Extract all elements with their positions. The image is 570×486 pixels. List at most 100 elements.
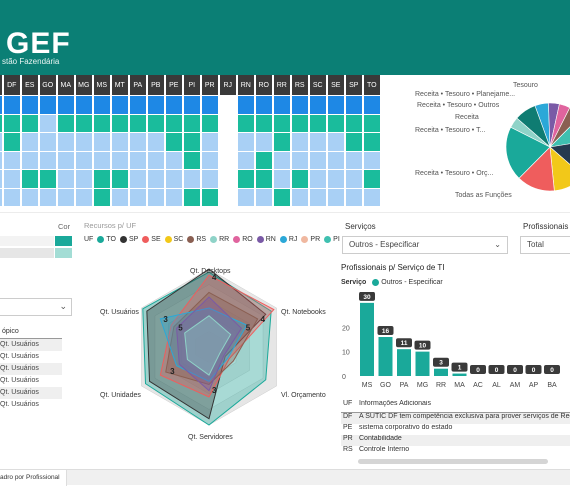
heatmap-cell[interactable] <box>57 188 74 206</box>
heatmap-cell[interactable] <box>57 133 74 151</box>
uf-header-cell[interactable]: DF <box>3 75 20 95</box>
radar-series[interactable] <box>142 271 272 426</box>
heatmap-cell[interactable] <box>327 96 344 114</box>
uf-header-cell[interactable]: RJ <box>219 75 236 95</box>
heatmap-cell[interactable] <box>291 188 308 206</box>
heatmap-cell[interactable] <box>21 188 38 206</box>
bar[interactable] <box>378 337 393 376</box>
heatmap-cell[interactable] <box>75 188 92 206</box>
heatmap-cell[interactable] <box>273 96 290 114</box>
heatmap-cell[interactable] <box>129 170 146 188</box>
heatmap-cell[interactable] <box>183 188 200 206</box>
heatmap-cell[interactable] <box>183 96 200 114</box>
heatmap-cell[interactable] <box>237 133 254 151</box>
uf-header-cell[interactable]: TO <box>363 75 380 95</box>
heatmap-cell[interactable] <box>309 188 326 206</box>
pie-slice[interactable] <box>505 126 551 179</box>
heatmap-cell[interactable] <box>75 96 92 114</box>
heatmap-cell[interactable] <box>309 133 326 151</box>
heatmap-cell[interactable] <box>165 133 182 151</box>
heatmap-cell[interactable] <box>111 188 128 206</box>
heatmap-cell[interactable] <box>39 170 56 188</box>
professionals-dropdown[interactable]: Total <box>520 236 570 254</box>
heatmap-cell[interactable] <box>165 170 182 188</box>
heatmap-cell[interactable] <box>219 96 236 114</box>
heatmap-cell[interactable] <box>327 151 344 169</box>
heatmap-cell[interactable] <box>93 188 110 206</box>
heatmap-cell[interactable] <box>183 133 200 151</box>
heatmap-cell[interactable] <box>0 151 2 169</box>
heatmap-cell[interactable] <box>255 170 272 188</box>
heatmap-cell[interactable] <box>363 114 380 132</box>
heatmap-cell[interactable] <box>219 133 236 151</box>
heatmap-cell[interactable] <box>291 151 308 169</box>
radar-legend-item[interactable]: RR <box>210 236 229 243</box>
heatmap-cell[interactable] <box>165 114 182 132</box>
uf-header-cell[interactable]: SE <box>327 75 344 95</box>
heatmap-cell[interactable] <box>273 133 290 151</box>
heatmap-cell[interactable] <box>147 151 164 169</box>
heatmap-cell[interactable] <box>219 151 236 169</box>
heatmap-cell[interactable] <box>129 188 146 206</box>
uf-header-cell[interactable]: RS <box>291 75 308 95</box>
heatmap-cell[interactable] <box>21 170 38 188</box>
uf-header-cell[interactable]: PA <box>129 75 146 95</box>
heatmap-cell[interactable] <box>111 170 128 188</box>
heatmap-cell[interactable] <box>201 96 218 114</box>
uf-header-cell[interactable]: PE <box>165 75 182 95</box>
radar-legend-item[interactable]: PR <box>301 236 320 243</box>
heatmap-cell[interactable] <box>255 96 272 114</box>
heatmap-cell[interactable] <box>129 96 146 114</box>
bar[interactable] <box>452 373 467 376</box>
heatmap-cell[interactable] <box>255 133 272 151</box>
heatmap-cell[interactable] <box>93 151 110 169</box>
heatmap-cell[interactable] <box>57 170 74 188</box>
page-tab[interactable]: adro por Profissional <box>0 470 67 486</box>
heatmap-cell[interactable] <box>363 151 380 169</box>
heatmap-cell[interactable] <box>363 133 380 151</box>
heatmap-cell[interactable] <box>255 188 272 206</box>
radar-series[interactable] <box>176 296 243 392</box>
uf-header-cell[interactable]: MT <box>111 75 128 95</box>
table-row[interactable]: DF A SUTIC DF tem competência exclusiva p… <box>341 413 570 424</box>
radar-series[interactable] <box>146 268 267 420</box>
heatmap-cell[interactable] <box>75 133 92 151</box>
heatmap-cell[interactable] <box>237 96 254 114</box>
heatmap-cell[interactable] <box>291 114 308 132</box>
radar-legend-item[interactable]: PI <box>324 236 340 243</box>
table-row[interactable]: PE sistema corporativo do estado <box>341 424 570 435</box>
heatmap-cell[interactable] <box>273 114 290 132</box>
services-dropdown[interactable]: Outros - Especificar ⌄ <box>342 236 508 254</box>
radar-legend-item[interactable]: SE <box>142 236 161 243</box>
heatmap-cell[interactable] <box>0 96 2 114</box>
heatmap-cell[interactable] <box>291 170 308 188</box>
horizontal-scrollbar[interactable] <box>358 459 548 464</box>
heatmap-cell[interactable] <box>3 188 20 206</box>
uf-header-cell[interactable]: RN <box>237 75 254 95</box>
heatmap-cell[interactable] <box>93 96 110 114</box>
uf-header-cell[interactable]: PR <box>201 75 218 95</box>
heatmap-cell[interactable] <box>345 114 362 132</box>
radar-legend-item[interactable]: SP <box>119 236 138 243</box>
heatmap-cell[interactable] <box>57 151 74 169</box>
heatmap-cell[interactable] <box>345 188 362 206</box>
uf-header-cell[interactable]: PI <box>183 75 200 95</box>
bar[interactable] <box>360 302 374 376</box>
uf-header-cell[interactable]: RO <box>255 75 272 95</box>
radar-series[interactable] <box>159 274 275 398</box>
heatmap-cell[interactable] <box>129 133 146 151</box>
heatmap-cell[interactable] <box>39 188 56 206</box>
heatmap-cell[interactable] <box>39 151 56 169</box>
heatmap-cell[interactable] <box>129 114 146 132</box>
radar-legend-item[interactable]: RJ <box>279 236 297 243</box>
heatmap-cell[interactable] <box>363 188 380 206</box>
uf-header-cell[interactable]: PB <box>147 75 164 95</box>
heatmap-cell[interactable] <box>0 133 2 151</box>
uf-header-cell[interactable]: MA <box>57 75 74 95</box>
heatmap-cell[interactable] <box>291 96 308 114</box>
heatmap-cell[interactable] <box>219 188 236 206</box>
table-row[interactable]: RS Controle Interno <box>341 446 570 457</box>
heatmap-cell[interactable] <box>93 170 110 188</box>
heatmap-cell[interactable] <box>309 151 326 169</box>
heatmap-cell[interactable] <box>57 114 74 132</box>
